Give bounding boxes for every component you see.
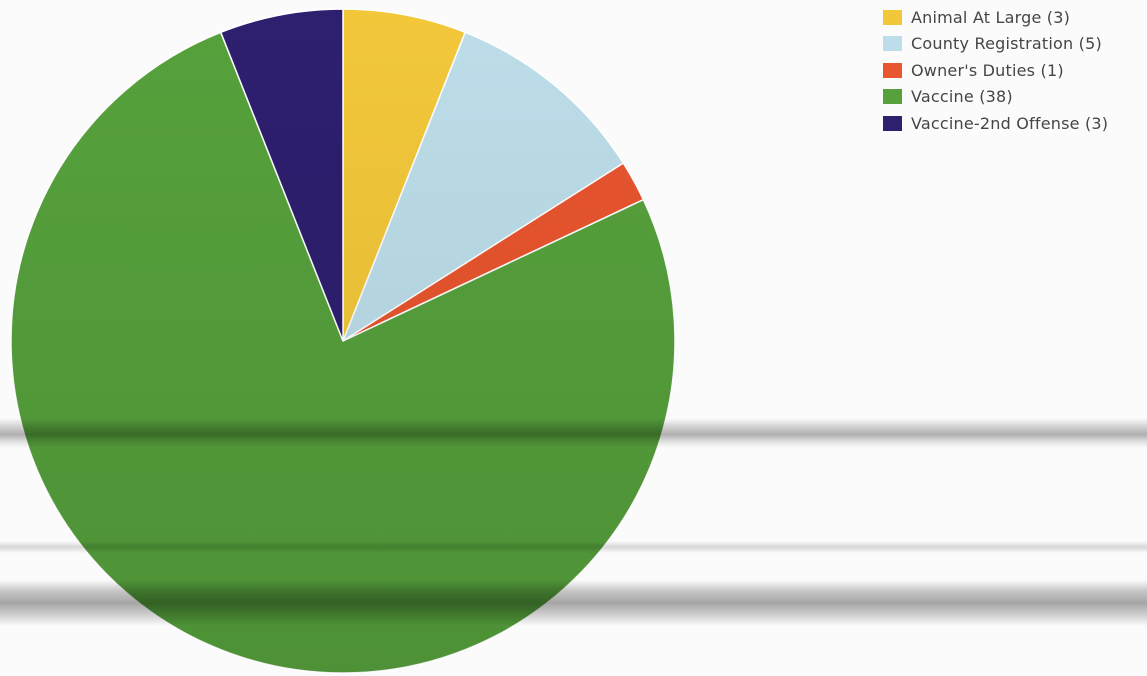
pie-slices <box>10 8 676 674</box>
legend-label: Vaccine-2nd Offense (3) <box>911 113 1109 133</box>
legend-label: County Registration (5) <box>911 34 1102 54</box>
legend-item[interactable]: Vaccine (38) <box>883 84 1108 111</box>
legend-item[interactable]: Animal At Large (3) <box>883 4 1108 31</box>
legend-label: Animal At Large (3) <box>911 7 1071 27</box>
legend-swatch <box>883 89 902 105</box>
legend-label: Vaccine (38) <box>911 87 1013 107</box>
legend: Animal At Large (3) County Registration (… <box>883 4 1108 137</box>
legend-label: Owner's Duties (1) <box>911 60 1064 80</box>
legend-item[interactable]: Vaccine-2nd Offense (3) <box>883 110 1108 137</box>
legend-swatch <box>883 115 902 131</box>
legend-swatch <box>883 62 902 78</box>
legend-swatch <box>883 9 902 25</box>
legend-swatch <box>883 36 902 52</box>
legend-item[interactable]: Owner's Duties (1) <box>883 57 1108 84</box>
legend-item[interactable]: County Registration (5) <box>883 31 1108 58</box>
